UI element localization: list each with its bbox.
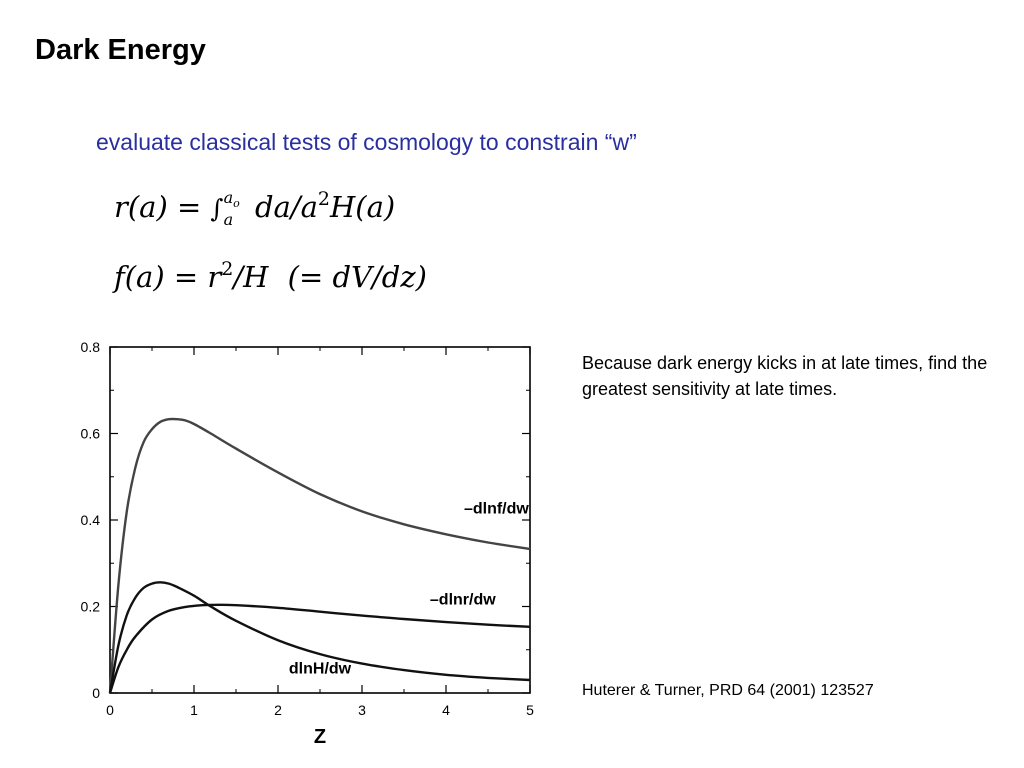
x-axis-title: Z (314, 726, 326, 748)
curve-label-dlnrdw: –dlnr/dw (430, 591, 496, 608)
curve-dlnfdw (108, 417, 531, 694)
axis-ticks (109, 346, 531, 694)
curve-dlnrdw (108, 603, 531, 694)
curve-label-dlnfdw: –dlnf/dw (464, 501, 529, 518)
eq1-body-a: da/a (254, 190, 318, 224)
y-tick-label: 0.6 (81, 426, 101, 442)
x-tick-label: 5 (526, 702, 534, 718)
x-tick-label: 0 (106, 702, 114, 718)
eq1-power: 2 (317, 188, 330, 210)
curve-label-dlnhdw: dlnH/dw (289, 661, 352, 678)
y-tick-label: 0.2 (81, 599, 101, 615)
equation-r-of-a: r(a) = ∫ ao a da/a2H(a) (114, 188, 395, 228)
eq1-limits: ao a (223, 187, 240, 230)
eq2-body-b: /H (233, 260, 269, 294)
eq1-upper: a (223, 187, 234, 207)
slide-title: Dark Energy (35, 34, 206, 66)
eq2-equals: = (173, 260, 199, 294)
y-tick-label: 0 (92, 685, 100, 701)
eq2-power: 2 (221, 258, 234, 280)
x-tick-label: 2 (274, 702, 282, 718)
explanation-note: Because dark energy kicks in at late tim… (582, 353, 988, 399)
axis-tick-labels: 0 1 2 3 4 5 0 0.2 0.4 0.6 0.8 (81, 339, 535, 718)
y-tick-label: 0.4 (81, 512, 101, 528)
eq2-lhs: f(a) (114, 260, 165, 294)
plot-frame (109, 346, 531, 694)
eq1-upper-sub: o (233, 197, 240, 211)
eq1-integral: ∫ (210, 194, 224, 223)
citation: Huterer & Turner, PRD 64 (2001) 123527 (582, 682, 874, 699)
x-tick-label: 1 (190, 702, 198, 718)
eq1-body-b: H(a) (329, 190, 396, 224)
x-tick-label: 4 (442, 702, 450, 718)
eq1-lhs: r(a) (114, 190, 168, 224)
eq2-body-a: r (207, 260, 222, 294)
equation-f-of-a: f(a) = r2/H (= dV/dz) (114, 258, 427, 294)
curve-dlnhdw (108, 581, 531, 694)
y-tick-label: 0.8 (81, 339, 101, 355)
curves (108, 417, 531, 694)
eq2-paren: (= dV/dz) (287, 260, 427, 294)
eq1-equals: = (177, 190, 202, 224)
slide-subtitle: evaluate classical tests of cosmology to… (96, 129, 637, 155)
sensitivity-chart: 0 1 2 3 4 5 0 0.2 0.4 0.6 0.8 –dlnf/dw –dlnr/dw dlnH… (81, 339, 535, 748)
curve-labels: –dlnf/dw –dlnr/dw dlnH/dw (289, 501, 530, 678)
x-tick-label: 3 (358, 702, 366, 718)
eq1-lower: a (223, 210, 234, 230)
